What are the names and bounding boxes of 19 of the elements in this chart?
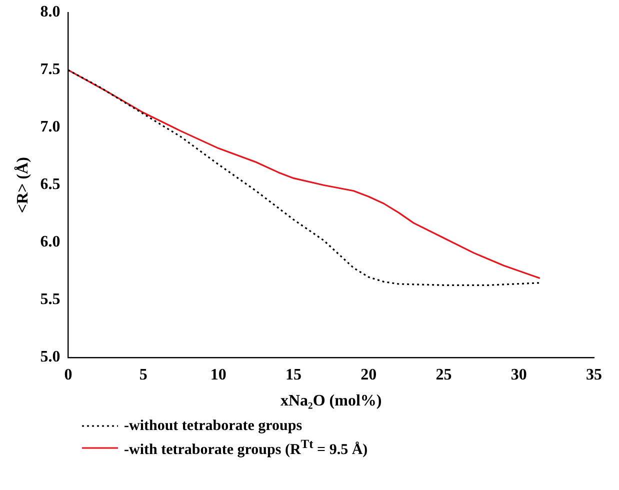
y-tick-label: 6.5 — [40, 176, 60, 194]
x-axis-title: xNa₂O (mol%) — [280, 392, 382, 410]
x-tick-label: 20 — [360, 366, 377, 384]
legend-label: -without tetraborate groups — [124, 418, 302, 434]
x-tick-label: 25 — [436, 366, 452, 384]
y-tick-label: 8.0 — [40, 4, 60, 21]
x-tick-label: 10 — [210, 366, 226, 384]
legend-label: -with tetraborate groups (R$^{Tt}$ = 9.5 Å) — [124, 437, 368, 459]
y-tick-label: 7.0 — [40, 118, 60, 136]
x-tick-label: 35 — [586, 366, 602, 384]
y-tick-label: 6.0 — [40, 234, 60, 251]
x-tick-label: 15 — [286, 366, 302, 384]
x-tick-label: 5 — [139, 366, 148, 384]
y-tick-label: 5.0 — [40, 348, 60, 366]
x-tick-label: 30 — [510, 366, 527, 384]
y-tick-label: 7.5 — [40, 61, 60, 78]
y-tick-label: 5.5 — [40, 291, 60, 308]
x-tick-label: 0 — [64, 366, 72, 384]
y-axis-title: <R> (Å) — [14, 157, 32, 214]
